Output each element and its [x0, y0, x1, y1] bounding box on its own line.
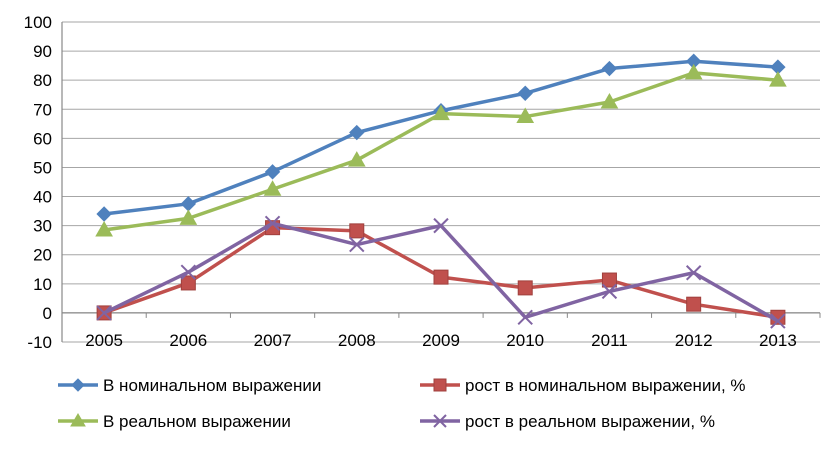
data-point — [349, 124, 365, 141]
data-point — [95, 220, 113, 237]
data-point — [432, 104, 450, 121]
x-marker-stroke — [96, 305, 112, 321]
data-point — [686, 296, 702, 312]
data-point — [263, 180, 282, 196]
x-tick-label: 2013 — [759, 331, 797, 350]
x-marker-stroke — [685, 265, 702, 281]
series-3 — [95, 63, 787, 237]
triangle-marker — [70, 413, 86, 427]
y-tick-label: 100 — [24, 13, 52, 32]
data-point — [349, 223, 365, 239]
x-marker-stroke — [180, 264, 197, 280]
legend-label: В реальном выражении — [103, 412, 291, 431]
diamond-marker — [71, 378, 85, 392]
data-point — [516, 107, 535, 124]
data-point — [264, 164, 281, 180]
data-point — [433, 217, 449, 234]
data-point — [264, 215, 281, 232]
x-marker-stroke — [433, 217, 449, 234]
legend-label: рост в реальном выражении, % — [465, 412, 715, 431]
x-marker-stroke — [264, 215, 281, 232]
data-point — [600, 92, 619, 109]
axes: -10 0 10 20 30 40 50 60 70 80 90 100 2005 2006 2007 200… — [24, 13, 821, 352]
legend-item: рост в реальном выражении, % — [420, 412, 715, 431]
data-point — [347, 151, 366, 167]
x-marker-stroke — [601, 283, 618, 300]
x-tick-label: 2010 — [506, 331, 544, 350]
series-4 — [96, 215, 786, 329]
data-point — [517, 85, 533, 101]
x-tick-label: 2006 — [169, 331, 207, 350]
legend-item: В реальном выражении — [58, 412, 291, 431]
square-marker — [433, 378, 447, 392]
data-point — [96, 305, 112, 321]
x-tick-label: 2008 — [338, 331, 376, 350]
y-tick-label: 90 — [33, 42, 52, 61]
data-point — [601, 60, 618, 77]
data-point — [180, 275, 196, 291]
data-point — [349, 236, 365, 253]
x-marker-stroke — [770, 313, 786, 329]
x-tick-label: 2005 — [85, 331, 123, 350]
y-tick-label: 60 — [33, 129, 52, 148]
legend: В номинальном выражении рост в номинально… — [58, 376, 746, 431]
data-point — [517, 309, 533, 325]
y-tick-label: 70 — [33, 100, 52, 119]
data-point — [179, 209, 198, 225]
data-point — [601, 272, 617, 288]
data-point — [601, 283, 618, 300]
legend-item: рост в номинальном выражении, % — [420, 376, 746, 395]
data-point — [684, 63, 703, 80]
data-point — [180, 264, 197, 280]
y-tick-label: 20 — [33, 246, 52, 265]
data-point — [769, 71, 787, 87]
x-tick-label: 2011 — [591, 331, 628, 350]
y-tick-label: 0 — [43, 304, 52, 323]
y-tick-label: 50 — [33, 158, 52, 177]
y-tick-label: 80 — [33, 71, 52, 90]
legend-label: В номинальном выражении — [103, 376, 321, 395]
legend-label: рост в номинальном выражении, % — [465, 376, 746, 395]
y-tick-label: 40 — [33, 188, 52, 207]
x-marker-stroke — [349, 236, 365, 253]
x-tick-label: 2012 — [675, 331, 713, 350]
data-point — [770, 313, 786, 329]
data-point — [685, 265, 702, 281]
data-point — [433, 269, 449, 285]
x-tick-label: 2009 — [422, 331, 460, 350]
y-tick-label: 10 — [33, 275, 52, 294]
series-group — [95, 53, 787, 329]
x-marker-stroke — [433, 414, 447, 428]
y-tick-label: 30 — [33, 217, 52, 236]
legend-item: В номинальном выражении — [58, 376, 321, 395]
data-point — [517, 280, 533, 296]
x-marker — [433, 414, 447, 428]
x-marker-stroke — [517, 309, 533, 325]
x-tick-label: 2007 — [254, 331, 292, 350]
y-tick-label: -10 — [27, 333, 52, 352]
